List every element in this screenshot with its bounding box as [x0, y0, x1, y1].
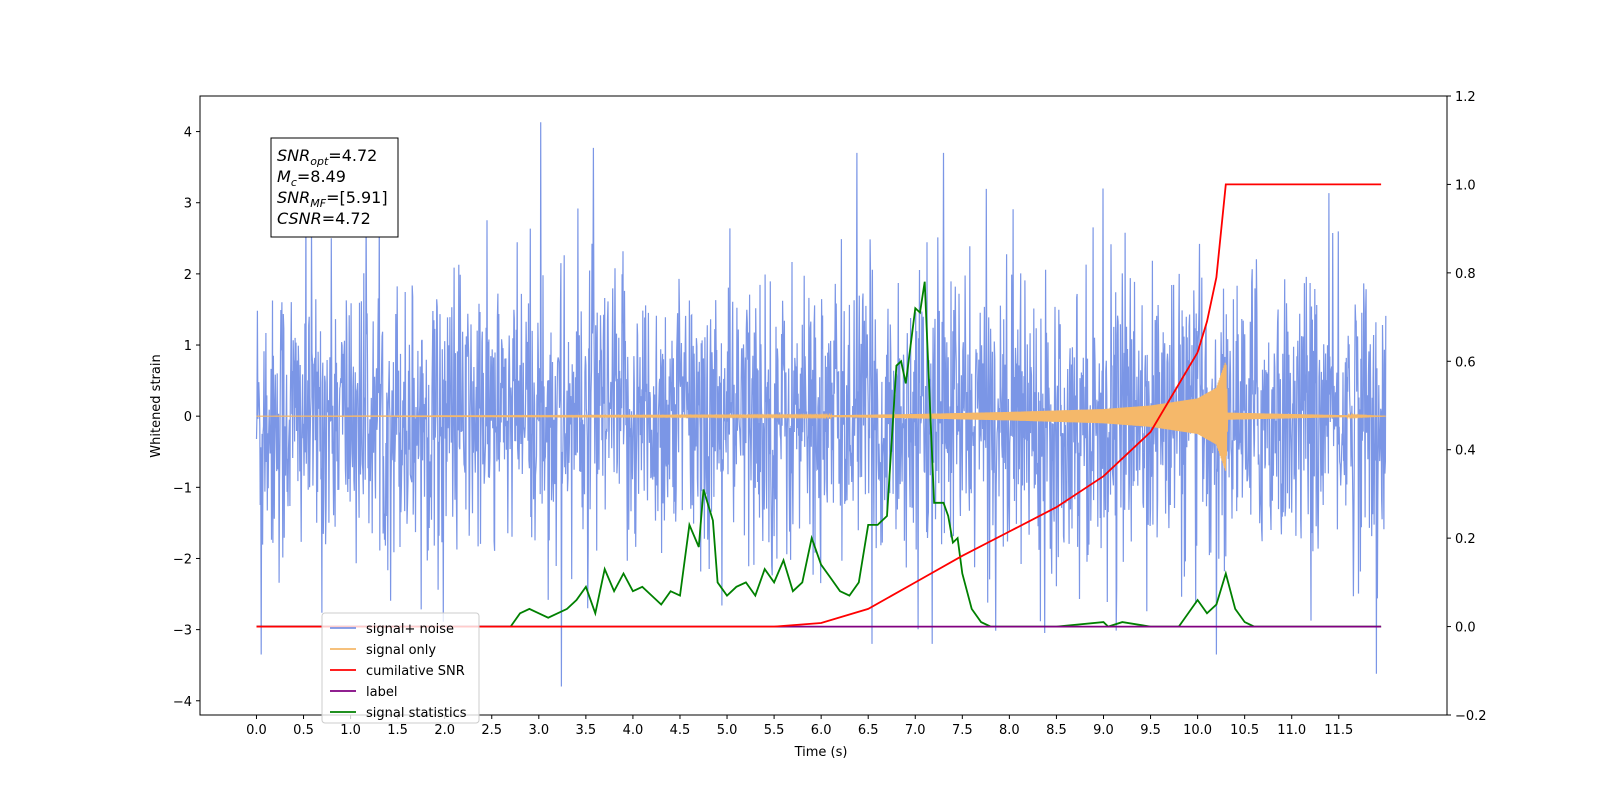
annotation-frame	[270, 137, 399, 238]
legend: signal+ noise signal only cumilative SNR la…	[321, 612, 480, 724]
series-signal-statistics-line	[256, 281, 1382, 628]
x-tick-label: 11.0	[1277, 723, 1306, 738]
x-tick-label: 3.0	[528, 723, 549, 738]
x-tick-label: 10.0	[1183, 723, 1212, 738]
x-tick-label: 8.0	[999, 723, 1020, 738]
annotation-line: SNRopt=4.72	[277, 146, 377, 168]
axes-frame	[199, 95, 1448, 716]
x-tick-label: 0.0	[246, 723, 267, 738]
y2-axis-ticks: 1.2 1.0 0.8 0.6 0.4 0.2 0.0 −0.2	[1447, 90, 1487, 724]
x-tick-label: 8.5	[1046, 723, 1067, 738]
series-signal-only	[256, 362, 1386, 471]
x-tick-label: 1.5	[387, 723, 408, 738]
y-tick-label: −3	[173, 624, 192, 639]
legend-label: cumilative SNR	[366, 664, 465, 679]
y2-tick-label: 0.4	[1455, 444, 1476, 459]
y-tick-label: 0	[184, 410, 192, 425]
annotation-line: SNRMF=[5.91]	[277, 188, 388, 210]
y2-tick-label: 1.0	[1455, 178, 1476, 193]
y2-tick-label: 1.2	[1455, 90, 1476, 105]
signal-noise-line	[255, 122, 1387, 687]
annotation-line: Mc=8.49	[277, 167, 346, 189]
y2-tick-label: 0.0	[1455, 621, 1476, 636]
y-tick-label: 4	[184, 126, 192, 141]
x-tick-label: 3.5	[576, 723, 597, 738]
legend-label: signal only	[366, 643, 436, 658]
legend-label: signal statistics	[366, 706, 467, 721]
x-axis-label: Time (s)	[794, 745, 848, 760]
y2-tick-label: 0.8	[1455, 267, 1476, 282]
y-tick-label: 2	[184, 268, 192, 283]
y-axis-label: Whitened strain	[149, 354, 164, 457]
series-cumilative-snr-line	[256, 183, 1382, 628]
x-tick-label: 11.5	[1324, 723, 1353, 738]
x-tick-label: 9.5	[1140, 723, 1161, 738]
y-tick-label: −1	[173, 481, 192, 496]
legend-label: label	[366, 685, 397, 700]
x-tick-label: 7.0	[905, 723, 926, 738]
legend-label: signal+ noise	[366, 622, 454, 637]
x-tick-label: 2.5	[481, 723, 502, 738]
x-tick-label: 10.5	[1230, 723, 1259, 738]
x-tick-label: 7.5	[952, 723, 973, 738]
signal-only-line	[256, 362, 1386, 471]
x-tick-label: 5.5	[764, 723, 785, 738]
y2-tick-label: −0.2	[1455, 709, 1487, 724]
y2-tick-label: 0.2	[1455, 532, 1476, 547]
y-tick-label: 1	[184, 339, 192, 354]
x-tick-label: 4.5	[670, 723, 691, 738]
series-signal-noise	[255, 122, 1387, 687]
annotation-line: CSNR=4.72	[277, 209, 371, 228]
x-tick-label: 6.0	[811, 723, 832, 738]
y2-tick-label: 0.6	[1455, 355, 1476, 370]
y-axis-ticks: 4 3 2 1 0 −1 −2 −3 −4	[173, 126, 200, 710]
y-tick-label: 3	[184, 197, 192, 212]
x-tick-label: 6.5	[858, 723, 879, 738]
legend-frame	[321, 612, 480, 724]
x-axis-ticks: 0.0 0.5 1.0 1.5 2.0 2.5 3.0 3.5 4.0 4.5 5.0 5.5 6.0 6…	[246, 715, 1353, 738]
y-tick-label: −4	[173, 695, 192, 710]
y-tick-label: −2	[173, 552, 192, 567]
x-tick-label: 2.0	[434, 723, 455, 738]
x-tick-label: 0.5	[293, 723, 314, 738]
x-tick-label: 1.0	[340, 723, 361, 738]
x-tick-label: 9.0	[1093, 723, 1114, 738]
x-tick-label: 4.0	[623, 723, 644, 738]
x-tick-label: 5.0	[717, 723, 738, 738]
